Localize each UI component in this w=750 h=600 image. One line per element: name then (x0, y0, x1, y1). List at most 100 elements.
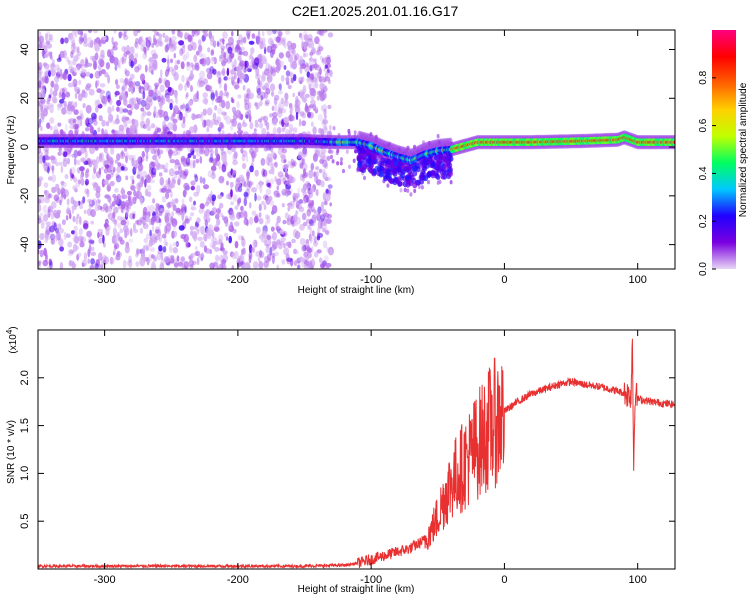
spectrogram-noise-cell (170, 58, 173, 64)
spectrogram-noise-cell (242, 162, 247, 170)
spectrogram-noise-cell (249, 165, 254, 173)
spectrogram-noise-cell (329, 125, 332, 131)
spectrogram-noise-cell (146, 205, 150, 212)
spectrogram-noise-cell (136, 219, 143, 226)
spectrogram-noise-cell (191, 260, 197, 266)
spectrogram-noise-cell (127, 109, 133, 115)
spectrogram-noise-cell (83, 42, 89, 47)
spectrogram-noise-cell (325, 262, 332, 268)
spectrogram-noise-cell (298, 206, 305, 213)
spectrogram-noise-cell (295, 200, 300, 209)
spectrogram-noise-cell (72, 243, 78, 253)
spectrogram-noise-cell (314, 36, 320, 45)
spectrogram-noise-cell (41, 75, 47, 83)
spectrogram-noise-cell (255, 195, 262, 201)
spectrogram-noise-cell (269, 200, 275, 207)
spectrogram-noise-cell (84, 178, 90, 186)
spectrogram-noise-cell (208, 224, 214, 233)
spectrogram-noise-cell (287, 241, 292, 248)
spectrogram-noise-cell (133, 228, 139, 234)
spectrogram-noise-cell (299, 223, 305, 231)
spectrogram-noise-cell (172, 224, 177, 231)
spectrogram-noise-cell (125, 155, 128, 164)
spectrogram-noise-cell (283, 42, 287, 49)
spectrogram-noise-cell (152, 30, 157, 33)
spectrogram-noise-cell (40, 88, 46, 95)
spectrogram-noise-cell (218, 102, 224, 107)
spectrogram-noise-cell (125, 50, 131, 55)
spectrogram-noise-cell (252, 239, 256, 249)
spectrogram-noise-cell (309, 51, 314, 56)
spectrogram-noise-cell (164, 242, 169, 246)
spectrogram-noise-cell (306, 183, 310, 189)
spectrogram-noise-cell (130, 175, 135, 180)
spectrogram-noise-cell (307, 224, 312, 230)
spectrogram-noise-cell (80, 157, 86, 163)
spectrogram-noise-cell (162, 32, 166, 39)
spectrogram-noise-cell (59, 87, 66, 94)
spectrogram-noise-cell (52, 90, 58, 97)
spectrogram-noise-cell (113, 206, 119, 214)
spectrogram-noise-cell (238, 110, 242, 120)
spectrogram-noise-cell (207, 234, 212, 240)
spectrogram-noise-cell (217, 206, 221, 216)
spectrogram-noise-cell (130, 97, 137, 106)
spectrogram-noise-cell (116, 106, 120, 112)
spectrogram-noise-cell (94, 70, 101, 79)
spectrogram-noise-cell (139, 216, 144, 223)
spectrogram-noise-cell (232, 114, 238, 120)
spectrogram-noise-cell (101, 166, 104, 171)
spectrogram-noise-cell (145, 156, 149, 162)
spectrogram-noise-cell (266, 234, 272, 240)
spectrogram-noise-cell (62, 71, 68, 81)
spectrogram-noise-cell (280, 154, 286, 159)
spectrogram-noise-cell (313, 251, 319, 258)
spectrogram-noise-cell (240, 79, 243, 84)
spectrogram-noise-cell (97, 64, 102, 71)
spectrogram-noise-cell (116, 166, 122, 173)
spectrogram-noise-cell (88, 88, 95, 96)
spectrogram-noise-cell (38, 36, 41, 42)
spectrogram-noise-cell (210, 49, 214, 56)
spectrogram-noise-cell (318, 257, 323, 264)
spectrogram-noise-cell (98, 70, 102, 77)
spectrogram-noise-cell (170, 216, 174, 223)
spectrogram-noise-cell (52, 59, 55, 67)
spectrogram-noise-cell (59, 246, 64, 252)
spectrogram-noise-cell (119, 127, 125, 135)
spectrogram-noise-cell (212, 169, 215, 176)
spectrogram-noise-cell (49, 260, 53, 269)
spectrogram-noise-cell (69, 104, 75, 113)
spectrogram-noise-cell (280, 75, 285, 82)
spectrogram-noise-cell (63, 103, 68, 109)
spectrogram-noise-cell (265, 88, 271, 95)
spectrogram-noise-cell (76, 51, 82, 57)
spectrogram-noise-cell (66, 198, 70, 206)
spectrogram-noise-cell (164, 212, 169, 222)
spectrogram-noise-cell (49, 51, 53, 59)
spectrogram-noise-cell (277, 106, 281, 115)
spectrogram-noise-cell (52, 209, 58, 217)
spectrogram-noise-cell (229, 118, 235, 124)
spectrogram-noise-cell (42, 45, 48, 54)
spectrogram-noise-cell (158, 113, 163, 118)
spectrogram-noise-cell (301, 40, 304, 50)
spectrogram-noise-cell (194, 174, 199, 183)
spectrogram-noise-cell (206, 72, 213, 80)
spectrogram-noise-cell (193, 191, 200, 197)
spectrogram-noise-cell (59, 68, 63, 77)
spectrogram-noise-cell (202, 177, 206, 185)
spectrogram-noise-cell (202, 119, 207, 128)
spectrogram-noise-cell (68, 249, 74, 255)
spectrogram-noise-cell (284, 92, 289, 101)
spectrogram-noise-cell (326, 247, 330, 253)
spectrogram-noise-cell (54, 64, 60, 71)
spectrogram-noise-cell (112, 130, 118, 135)
spectrogram-noise-cell (98, 167, 102, 175)
spectrogram-noise-cell (312, 153, 318, 162)
spectrogram-noise-cell (314, 72, 318, 80)
spectrogram-noise-cell (306, 246, 311, 252)
spectrogram-noise-cell (46, 265, 51, 269)
spectrogram-noise-cell (203, 211, 207, 216)
spectrogram-noise-cell (90, 55, 93, 61)
